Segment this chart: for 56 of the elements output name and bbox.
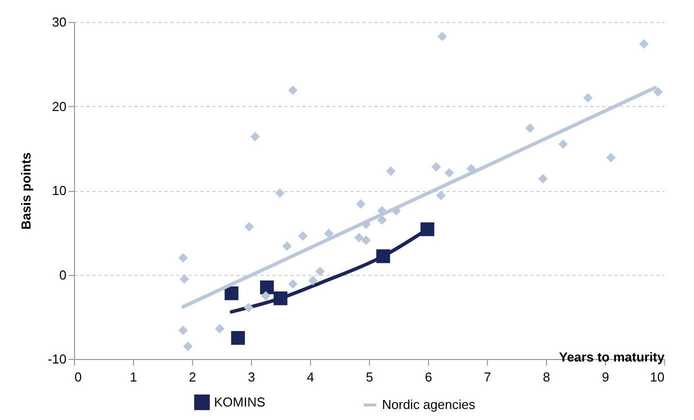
point [558,139,568,149]
point [606,152,616,162]
point [356,199,366,209]
point [315,266,325,276]
point [308,276,318,286]
point [377,215,387,225]
point [275,188,285,198]
point [288,86,298,95]
y-axis-title: Basis points [18,152,34,230]
y-tick-label: -10 [48,352,66,366]
x-tick-label: 4 [306,370,314,384]
point [538,174,548,184]
point [231,331,245,345]
point [583,93,593,103]
x-tick-label: 6 [424,370,432,384]
point [288,279,298,289]
point [244,222,254,232]
x-tick-label: 3 [248,370,256,384]
x-tick-label: 2 [188,370,196,384]
x-tick-label: 0 [74,370,82,384]
point [653,87,663,97]
point [260,280,274,294]
point [214,324,224,334]
point [324,228,334,238]
point [436,190,446,200]
y-tick-label: 0 [59,267,66,282]
point [282,241,292,251]
x-tick-label: 1 [130,370,138,384]
point [178,253,188,263]
x-tick-label: 10 [650,370,664,384]
point [298,231,308,241]
y-tick-label: 10 [52,183,66,198]
x-axis-title: Years to maturity [559,350,666,364]
point [244,302,254,312]
point [354,232,364,242]
point [250,132,260,142]
point [525,123,535,133]
y-tick-label: 20 [52,98,66,114]
legend-label: Nordic agencies [382,397,476,412]
point [180,274,190,284]
point [183,342,193,352]
point [178,326,188,336]
point [444,168,454,178]
point [639,39,649,49]
point [437,32,447,42]
legend-label: KOMINS [214,394,266,410]
x-tick-label: 7 [484,370,492,384]
y-tick-label: 30 [52,14,66,30]
x-tick-label: 8 [542,370,550,384]
point [361,235,371,245]
point [386,166,396,176]
point [432,162,442,172]
x-tick-label: 9 [602,370,610,384]
x-tick-label: 5 [366,370,374,384]
point [224,286,238,300]
point [261,291,270,301]
